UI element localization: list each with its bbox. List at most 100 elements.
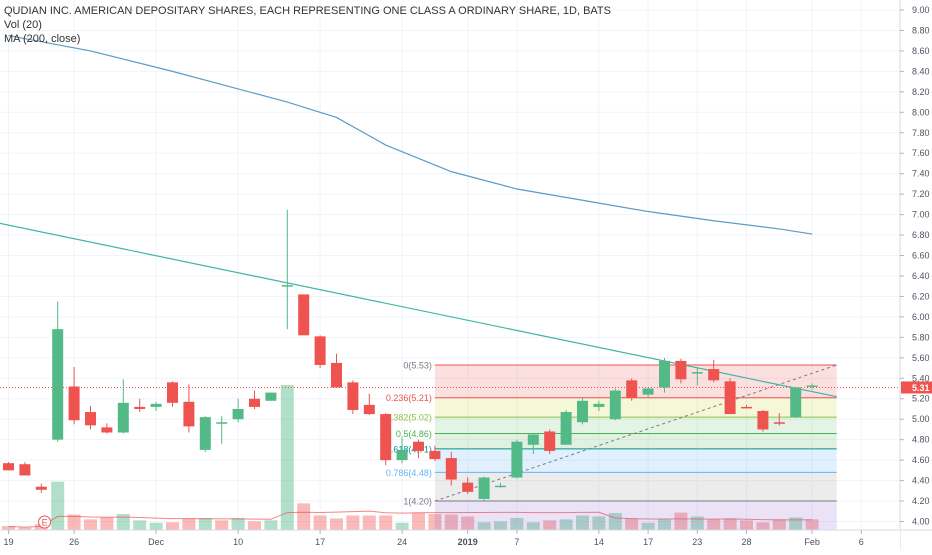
volume-bar [477, 522, 491, 530]
candle-body [478, 477, 490, 499]
price-tick-label: 4.40 [912, 476, 930, 486]
time-tick-label: 14 [594, 537, 604, 547]
volume-bar [182, 518, 196, 530]
fib-level-label: 0.618(4.71) [386, 444, 432, 454]
candle-body [298, 294, 310, 336]
candle-body [216, 422, 228, 424]
candle-body [380, 414, 392, 461]
volume-bar [2, 526, 15, 530]
volume-bar [461, 516, 475, 530]
fib-level-label: 0(5.53) [403, 360, 432, 370]
time-tick-label: Dec [148, 537, 165, 547]
moving-average-label[interactable]: MA (200, close) [4, 33, 81, 45]
price-tick-label: 7.20 [912, 189, 930, 199]
price-tick-label: 6.20 [912, 291, 930, 301]
candle-body [593, 403, 605, 407]
volume-bar [707, 519, 721, 530]
time-tick-label: 2019 [458, 537, 478, 547]
volume-bar [215, 520, 229, 530]
candle-body [659, 360, 670, 388]
candle-body [724, 381, 736, 415]
candle-body [281, 285, 293, 287]
volume-bar [494, 521, 507, 530]
candle-body [806, 385, 818, 387]
price-tick-label: 7.40 [912, 169, 930, 179]
price-tick-label: 5.80 [912, 332, 930, 342]
price-tick-label: 6.60 [912, 251, 930, 261]
candle-body [314, 336, 326, 365]
time-tick-label: 6 [859, 537, 864, 547]
volume-bar [723, 518, 737, 530]
volume-bar [510, 517, 524, 530]
volume-bar [740, 520, 753, 530]
volume-bar [231, 517, 245, 530]
candle-body [462, 482, 474, 492]
fib-level-label: 0.382(5.02) [386, 413, 432, 423]
volume-bar [84, 519, 97, 530]
price-tick-label: 6.40 [912, 271, 930, 281]
time-tick-label: 19 [3, 537, 13, 547]
volume-bar [133, 520, 147, 530]
volume-bar [18, 527, 32, 530]
candle-body [495, 485, 506, 488]
volume-bar [543, 520, 557, 530]
candle-body [199, 417, 211, 450]
volume-bar [149, 522, 163, 530]
price-tick-label: 4.60 [912, 455, 930, 465]
volume-bar [674, 512, 688, 530]
price-tick-label: 8.20 [912, 87, 930, 97]
candle-body [68, 386, 80, 421]
fib-level-label: 0.786(4.48) [386, 468, 432, 478]
volume-bar [313, 515, 327, 530]
volume-bar [198, 517, 212, 530]
volume-bar [772, 519, 786, 530]
volume-bar [641, 522, 655, 530]
candle-body [396, 449, 408, 461]
volume-indicator-label[interactable]: Vol (20) [4, 19, 42, 31]
volume-bar [690, 516, 704, 530]
candle-body [577, 400, 588, 423]
volume-bar [805, 519, 819, 530]
price-tick-label: 8.00 [912, 107, 930, 117]
candle-body [741, 406, 752, 409]
candle-body [347, 382, 359, 410]
symbol-title: QUDIAN INC. AMERICAN DEPOSITARY SHARES, … [4, 5, 611, 17]
volume-bar [658, 519, 671, 530]
earnings-marker[interactable] [38, 515, 52, 529]
volume-bar [100, 517, 114, 530]
fib-level-label: 0.236(5.21) [386, 393, 432, 403]
volume-bar [559, 519, 573, 530]
price-tick-label: 5.20 [912, 394, 930, 404]
volume-bar [625, 518, 639, 530]
trend-line[interactable] [0, 220, 837, 398]
price-tick-label: 8.80 [912, 25, 930, 35]
candle-body [527, 434, 539, 445]
volume-bar [166, 522, 179, 530]
price-tick-label: 7.80 [912, 128, 930, 138]
fib-level-label: 1(4.20) [403, 497, 432, 507]
fib-level-label: 0.5(4.86) [396, 429, 432, 439]
price-axis[interactable]: 4.00 4.20 4.40 4.60 4.80 5.00 5.20 5.40 5.60 5.80… [899, 0, 932, 550]
price-tick-label: 8.60 [912, 46, 930, 56]
fib-retracement[interactable]: 0(5.53) 0.236(5.21) 0.382(5.02) 0.5(4.86) 0.… [386, 360, 837, 537]
volume-bar [412, 513, 425, 530]
fib-zone [434, 433, 837, 449]
fib-zone [434, 397, 837, 418]
price-tick-label: 6.00 [912, 312, 930, 322]
volume-bar [280, 385, 294, 530]
fib-zone [434, 448, 837, 473]
price-tick-label: 5.00 [912, 414, 930, 424]
volume-bar [362, 515, 376, 530]
volume-bar [395, 522, 409, 530]
time-axis[interactable]: 19 26 Dec 10 17 24 2019 7 14 17 23 28 Feb 6 [0, 529, 932, 550]
time-tick-label: 17 [315, 537, 325, 547]
last-price-label: 5.31 [912, 383, 930, 393]
price-tick-label: 4.80 [912, 435, 930, 445]
candle-body [708, 369, 720, 381]
candle-body [265, 392, 277, 401]
earnings-marker-label: E [42, 518, 48, 528]
volume-bar [428, 514, 442, 530]
volume-bar [248, 521, 261, 530]
